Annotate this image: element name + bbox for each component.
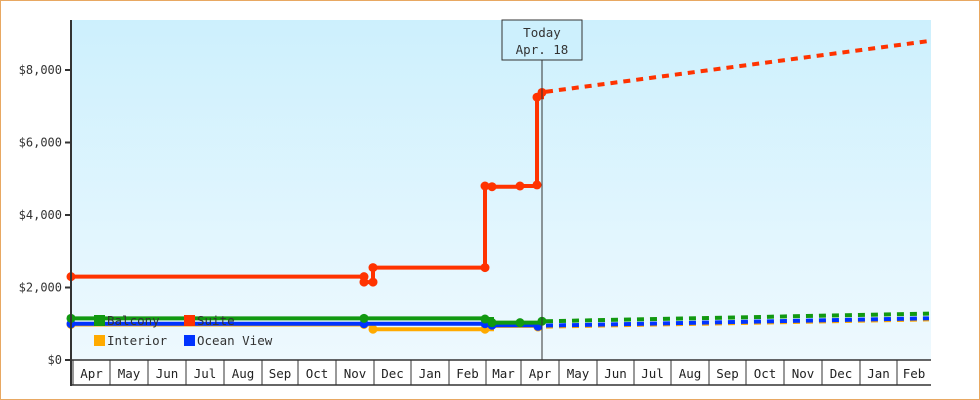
today-label: Today <box>523 25 561 40</box>
data-point[interactable] <box>368 277 378 287</box>
legend-swatch <box>94 315 105 326</box>
legend-item-suite[interactable]: Suite <box>184 313 235 328</box>
data-point[interactable] <box>515 318 525 328</box>
x-month-label: Jun <box>604 366 627 381</box>
series-suite <box>66 39 930 287</box>
data-point[interactable] <box>480 314 490 324</box>
legend-swatch <box>94 335 105 346</box>
x-month-label: Aug <box>232 366 255 381</box>
y-tick-label: $2,000 <box>19 281 62 295</box>
data-point[interactable] <box>359 277 369 287</box>
today-marker: Today Apr. 18 <box>501 19 583 360</box>
legend-label: Ocean View <box>197 333 273 348</box>
x-month-label: Dec <box>381 366 404 381</box>
axes: $0 $2,000 $4,000 $6,000 $8,000 Apr May Jun Jul Au… <box>19 20 931 386</box>
x-month-label: May <box>567 366 590 381</box>
x-month-label: Apr <box>529 366 552 381</box>
data-point[interactable] <box>487 318 497 328</box>
legend-item-ocean-view[interactable]: Ocean View <box>184 333 273 348</box>
x-month-label: Jan <box>867 366 890 381</box>
x-month-label: Sep <box>716 366 739 381</box>
legend-label: Suite <box>197 313 235 328</box>
x-month-label: Sep <box>269 366 292 381</box>
x-month-label: Nov <box>344 366 367 381</box>
legend-label: Interior <box>107 333 168 348</box>
y-tick-label: $6,000 <box>19 136 62 150</box>
legend-item-balcony[interactable]: Balcony <box>94 313 160 328</box>
y-tick-label: $8,000 <box>19 63 62 77</box>
legend-item-interior[interactable]: Interior <box>94 333 168 348</box>
today-date: Apr. 18 <box>516 42 569 57</box>
series-layer <box>66 39 930 334</box>
legend-label: Balcony <box>107 313 160 328</box>
x-month-label: Oct <box>306 366 329 381</box>
x-month-label: Jan <box>419 366 442 381</box>
data-point[interactable] <box>359 313 369 323</box>
x-month-label: Jul <box>194 366 217 381</box>
y-tick-label: $0 <box>48 353 62 367</box>
x-month-label: Nov <box>792 366 815 381</box>
x-month-label: Mar <box>492 366 515 381</box>
x-month-label: Oct <box>754 366 777 381</box>
plot-area <box>71 20 931 360</box>
x-month-label: Aug <box>679 366 702 381</box>
data-point[interactable] <box>480 181 490 191</box>
x-month-label: Jun <box>156 366 179 381</box>
legend-swatch <box>184 335 195 346</box>
data-point[interactable] <box>368 324 378 334</box>
legend: Balcony Suite Interior Ocean View <box>94 313 273 348</box>
y-tick-label: $4,000 <box>19 208 62 222</box>
data-point[interactable] <box>487 182 497 192</box>
today-label-box <box>501 19 583 61</box>
data-point[interactable] <box>515 181 525 191</box>
data-point[interactable] <box>480 263 490 273</box>
x-month-label: Dec <box>830 366 853 381</box>
x-month-label: Feb <box>903 366 926 381</box>
x-month-label: Jul <box>641 366 664 381</box>
x-month-label: May <box>118 366 141 381</box>
series-balcony <box>66 311 930 328</box>
data-point[interactable] <box>368 263 378 273</box>
x-month-label: Feb <box>456 366 479 381</box>
data-point[interactable] <box>532 180 542 190</box>
x-month-label: Apr <box>80 366 103 381</box>
legend-swatch <box>184 315 195 326</box>
